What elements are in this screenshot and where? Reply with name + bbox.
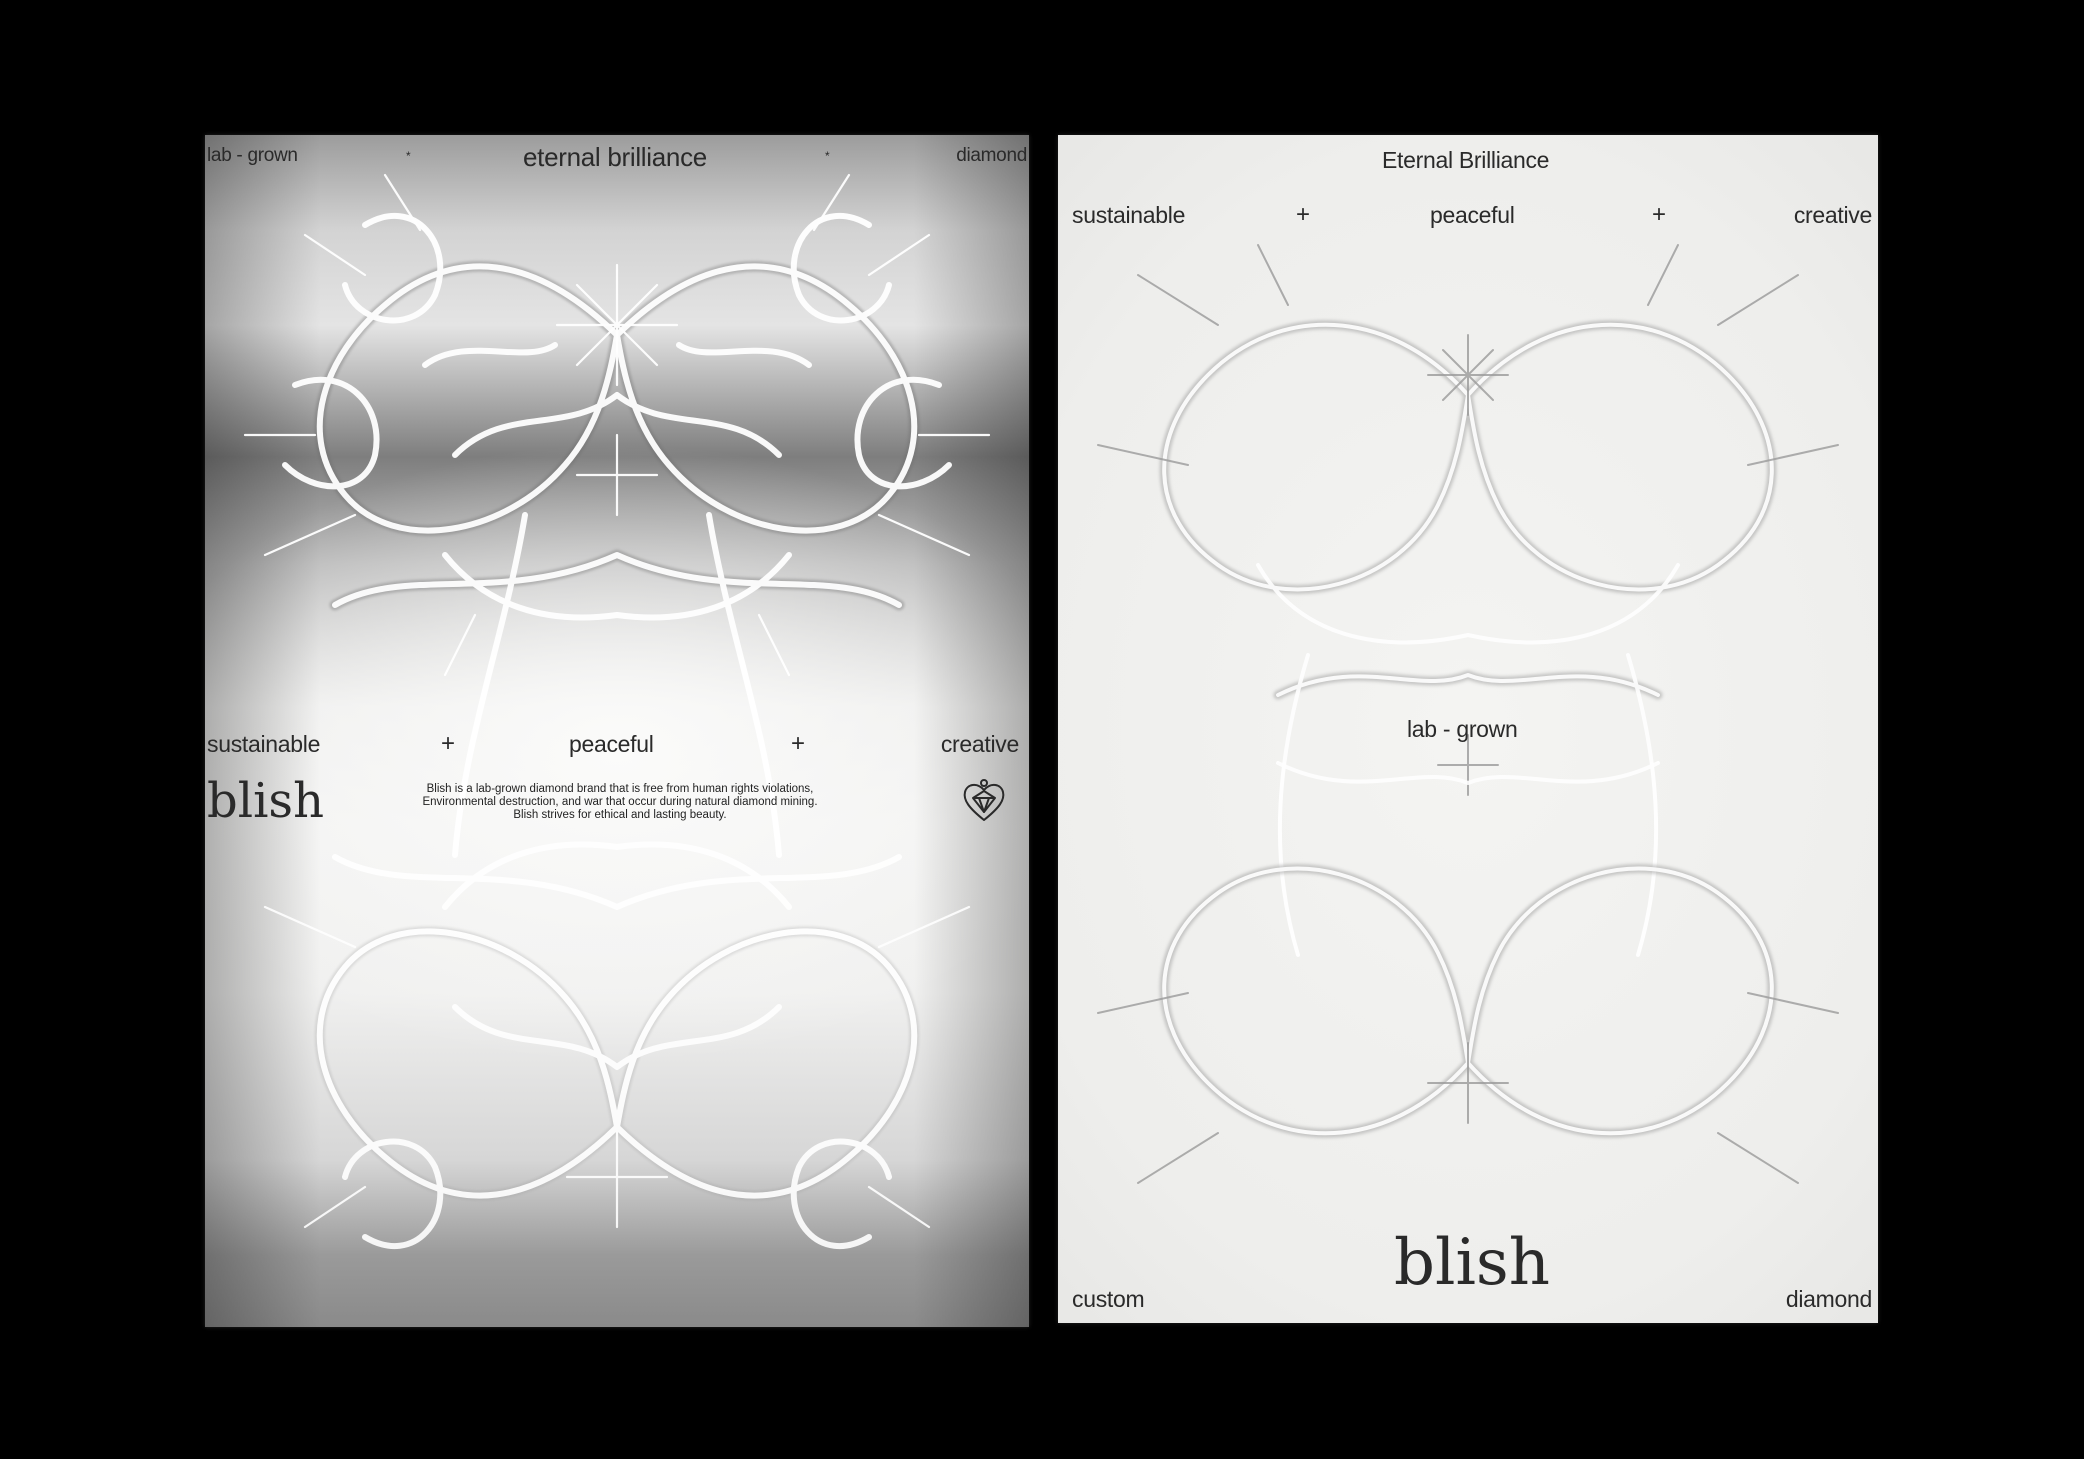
value-creative: creative xyxy=(940,731,1019,757)
blish-logo: blish xyxy=(207,777,324,825)
brand-description: Blish is a lab-grown diamond brand that … xyxy=(375,783,865,822)
star-separator: * xyxy=(825,149,830,163)
bottom-right-label: diamond xyxy=(1785,1286,1872,1312)
heart-diamond-emblem-icon xyxy=(963,779,1005,821)
logo-wordmark: blish xyxy=(207,773,324,829)
value-creative: creative xyxy=(1793,202,1872,228)
plus-separator: + xyxy=(791,730,805,757)
poster-title: Eternal Brilliance xyxy=(1382,147,1550,173)
description-line: Blish is a lab-grown diamond brand that … xyxy=(426,783,814,795)
value-peaceful: peaceful xyxy=(1430,202,1515,228)
star-separator: * xyxy=(406,149,411,163)
value-sustainable: sustainable xyxy=(1072,202,1186,228)
top-right-label: diamond xyxy=(956,145,1027,166)
description-line: Blish strives for ethical and lasting be… xyxy=(513,809,727,821)
poster-title: eternal brilliance xyxy=(523,142,707,172)
poster-left: lab - grown * eternal brilliance * diamo… xyxy=(205,135,1029,1327)
plus-separator: + xyxy=(441,730,455,757)
poster-right: Eternal Brilliance sustainable + peacefu… xyxy=(1058,135,1878,1323)
top-left-label: lab - grown xyxy=(207,145,298,166)
chrome-sculpture-artwork xyxy=(243,173,991,1250)
center-label: lab - grown xyxy=(1407,716,1518,742)
plus-separator: + xyxy=(1296,201,1310,228)
logo-wordmark: blish xyxy=(1394,1226,1550,1300)
blish-logo: blish xyxy=(1394,1231,1550,1295)
plus-separator: + xyxy=(1652,201,1666,228)
chrome-sculpture-artwork xyxy=(1097,244,1839,1184)
bottom-left-label: custom xyxy=(1072,1286,1145,1312)
value-sustainable: sustainable xyxy=(207,731,321,757)
description-line: Environmental destruction, and war that … xyxy=(422,796,818,808)
value-peaceful: peaceful xyxy=(569,731,654,757)
